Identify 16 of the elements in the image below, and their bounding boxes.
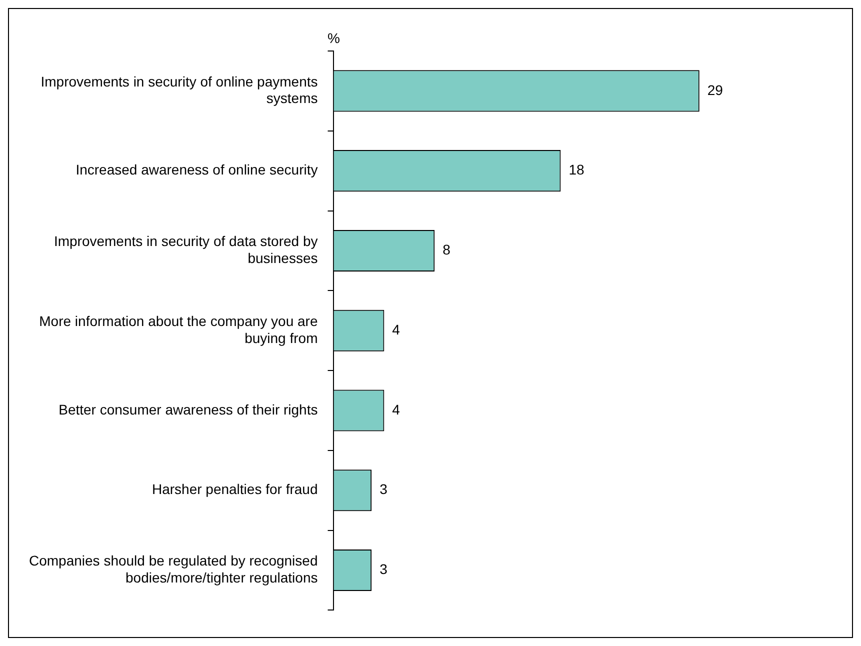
data-label: 8	[442, 242, 451, 258]
y-tick-label: Improvements in security of online payments systems	[40, 73, 318, 106]
y-tick-label: Harsher penalties for fraud	[152, 481, 318, 498]
data-label: 3	[380, 561, 388, 578]
data-label: 18	[568, 162, 584, 178]
y-tick-label: Improvements in security of data stored by businesses	[54, 233, 318, 266]
y-tick-label: Increased awareness of online security	[76, 162, 318, 178]
y-tick-label: Companies should be regulated by recognised bodies/more/tighter regulations	[28, 552, 318, 586]
data-label: 4	[392, 401, 400, 418]
data-label: 3	[380, 481, 388, 498]
y-tick-label: More information about the company you are buying from	[39, 313, 318, 346]
data-label: 4	[392, 321, 400, 338]
y-tick-label: Better consumer awareness of their rights	[58, 401, 318, 418]
x-axis-title: %	[328, 30, 340, 46]
data-label: 29	[707, 82, 724, 98]
frame: Improvements in security of online payments systems Increased awareness of online security Improvements in security of data stored by businesses More information about the company you are buying from Better consumer awareness of their rights Harsher penalties for fraud Companies should be regulated by recognised bodies/more/tighter regulations 29 18 8 4 4 3 3 %	[8, 8, 853, 638]
